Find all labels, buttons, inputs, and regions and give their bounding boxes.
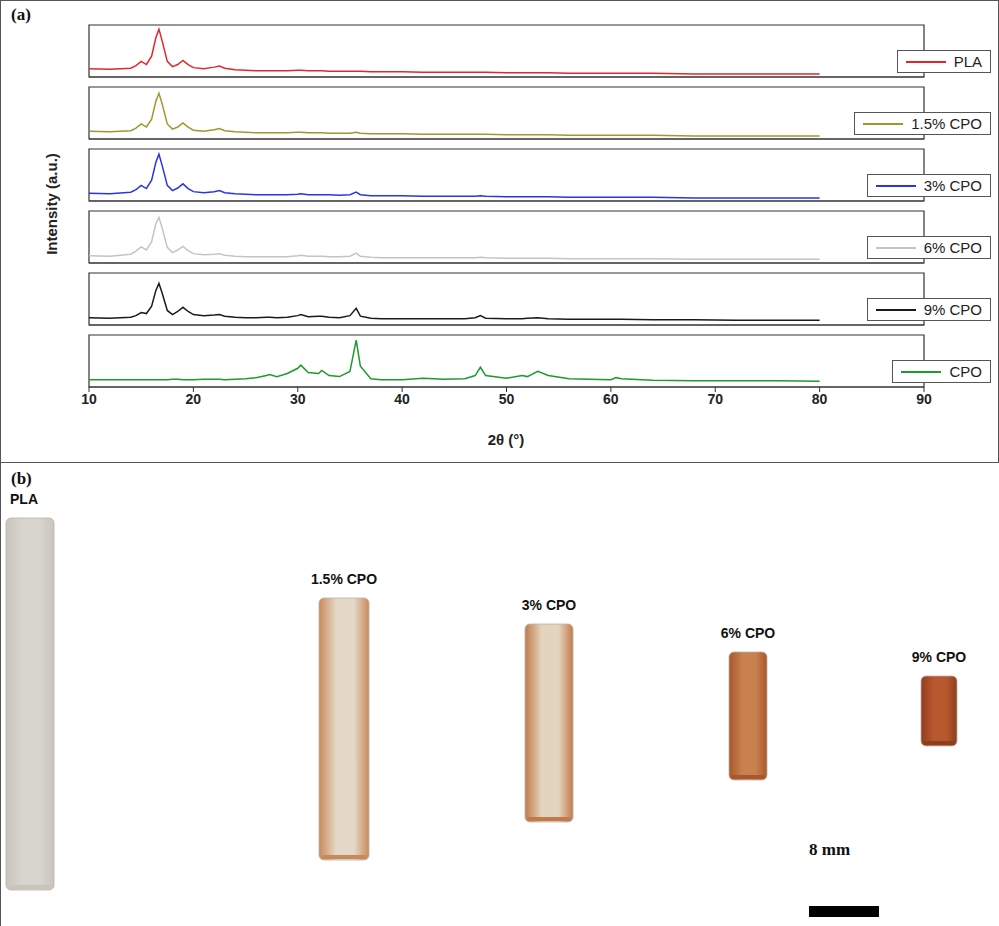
svg-text:40: 40 [394, 391, 410, 407]
svg-text:8 mm: 8 mm [809, 840, 850, 859]
html-text:CPO: CPO [949, 363, 982, 380]
html-text:1.5% CPO: 1.5% CPO [911, 115, 982, 132]
html-text:PLA: PLA [953, 53, 982, 70]
html-text:2θ (°): 2θ (°) [487, 431, 525, 448]
svg-text:30: 30 [290, 391, 306, 407]
html-text:3% CPO: 3% CPO [923, 177, 982, 194]
html-text:6% CPO: 6% CPO [923, 239, 982, 256]
svg-text:PLA: PLA [10, 491, 38, 507]
svg-text:20: 20 [186, 391, 202, 407]
html-text:Intensity (a.u.): Intensity (a.u.) [42, 153, 60, 255]
svg-text:1.5% CPO: 1.5% CPO [311, 571, 377, 587]
svg-text:60: 60 [603, 391, 619, 407]
svg-text:70: 70 [707, 391, 723, 407]
svg-text:90: 90 [916, 391, 932, 407]
svg-text:(b): (b) [11, 469, 32, 488]
svg-text:6% CPO: 6% CPO [721, 625, 776, 641]
svg-text:80: 80 [812, 391, 828, 407]
html-text:(a): (a) [11, 5, 31, 24]
svg-text:3% CPO: 3% CPO [522, 597, 577, 613]
svg-text:9% CPO: 9% CPO [912, 649, 967, 665]
svg-text:10: 10 [81, 391, 97, 407]
html-text:9% CPO: 9% CPO [923, 301, 982, 318]
svg-text:50: 50 [499, 391, 515, 407]
